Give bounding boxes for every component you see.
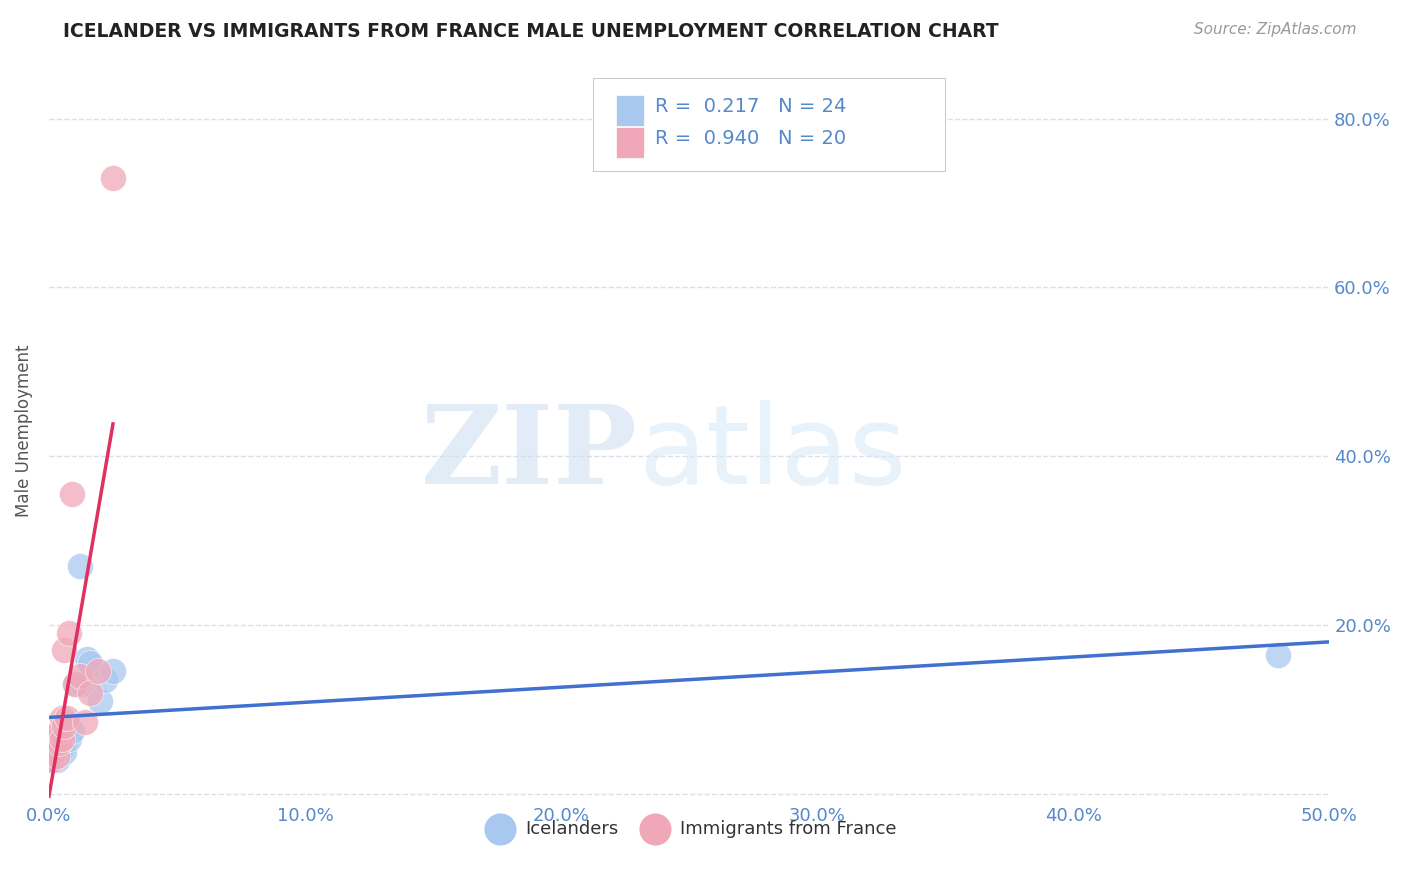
Text: ICELANDER VS IMMIGRANTS FROM FRANCE MALE UNEMPLOYMENT CORRELATION CHART: ICELANDER VS IMMIGRANTS FROM FRANCE MALE… (63, 22, 998, 41)
Point (89, 694, 111, 708)
Y-axis label: Male Unemployment: Male Unemployment (15, 344, 32, 517)
Point (58, 626, 80, 640)
Point (69, 668, 91, 682)
Text: atlas: atlas (638, 400, 907, 507)
Point (42, 745, 65, 759)
Point (58, 731, 80, 746)
Text: Source: ZipAtlas.com: Source: ZipAtlas.com (1194, 22, 1357, 37)
Point (60, 487, 83, 501)
Point (63, 677, 86, 691)
Point (48, 736, 70, 750)
Point (51, 711, 73, 725)
Text: R =  0.940   N = 20: R = 0.940 N = 20 (655, 128, 845, 148)
Point (45, 728, 67, 742)
Point (53, 745, 76, 759)
Point (51, 740, 73, 755)
FancyBboxPatch shape (616, 95, 644, 127)
Point (42, 736, 65, 750)
Text: ZIP: ZIP (422, 400, 638, 507)
FancyBboxPatch shape (593, 78, 945, 171)
Point (41, 753, 63, 767)
Point (42, 745, 65, 759)
Point (45, 748, 67, 763)
Point (79, 656, 101, 670)
Point (42, 736, 65, 750)
Point (45, 753, 67, 767)
Point (79, 685, 101, 699)
Point (73, 715, 96, 730)
FancyBboxPatch shape (616, 128, 644, 159)
Text: R =  0.217   N = 24: R = 0.217 N = 24 (655, 97, 846, 117)
Point (48, 723, 70, 738)
Point (53, 719, 76, 733)
Point (45, 731, 67, 746)
Point (101, 170, 124, 185)
Point (53, 731, 76, 746)
Point (45, 736, 67, 750)
Point (72, 677, 94, 691)
Point (51, 728, 73, 742)
Point (69, 558, 91, 573)
Point (94, 673, 117, 687)
Point (51, 731, 73, 746)
Point (101, 665, 124, 679)
Point (48, 745, 70, 759)
Point (41, 753, 63, 767)
Point (76, 652, 98, 666)
Point (56, 719, 79, 733)
Point (56, 711, 79, 725)
Point (1267, 648, 1289, 662)
Point (48, 731, 70, 746)
Legend: Icelanders, Immigrants from France: Icelanders, Immigrants from France (475, 813, 904, 846)
Point (60, 723, 83, 738)
Point (63, 677, 86, 691)
Point (86, 665, 108, 679)
Point (53, 643, 76, 657)
